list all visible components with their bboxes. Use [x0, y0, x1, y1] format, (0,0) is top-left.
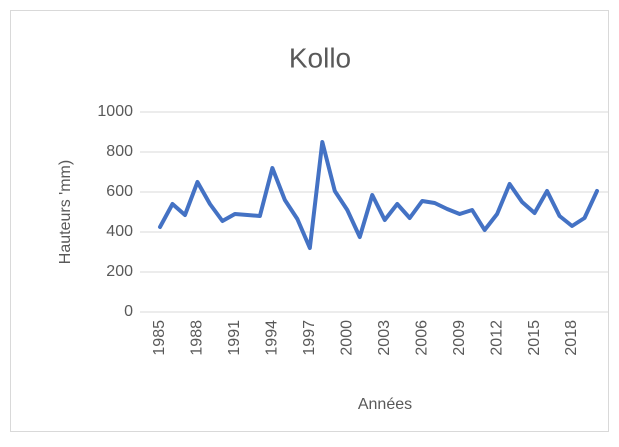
chart-title: Kollo — [289, 42, 351, 73]
x-tick-label: 1988 — [189, 320, 206, 356]
x-tick-label: 2006 — [413, 320, 430, 356]
x-tick-label: 2012 — [488, 320, 505, 356]
y-tick-label: 800 — [106, 143, 133, 160]
x-axis-title: Années — [358, 396, 412, 413]
chart-frame — [10, 10, 609, 432]
y-tick-label: 0 — [124, 303, 133, 320]
y-tick-label: 400 — [106, 223, 133, 240]
x-tick-label: 1994 — [264, 320, 281, 356]
data-line — [158, 140, 599, 250]
x-tick-label: 2003 — [376, 320, 393, 356]
y-axis-title: Hauteurs 'mm) — [57, 160, 74, 264]
x-tick-label: 1985 — [151, 320, 168, 356]
x-tick-label: 2018 — [563, 320, 580, 356]
y-tick-label: 600 — [106, 183, 133, 200]
x-tick-label: 2015 — [526, 320, 543, 356]
x-tick-label: 1997 — [301, 320, 318, 356]
x-tick-label: 1991 — [226, 320, 243, 356]
y-tick-label: 200 — [106, 263, 133, 280]
y-tick-label: 1000 — [97, 103, 133, 120]
x-tick-label: 2009 — [451, 320, 468, 356]
x-tick-label: 2000 — [339, 320, 356, 356]
